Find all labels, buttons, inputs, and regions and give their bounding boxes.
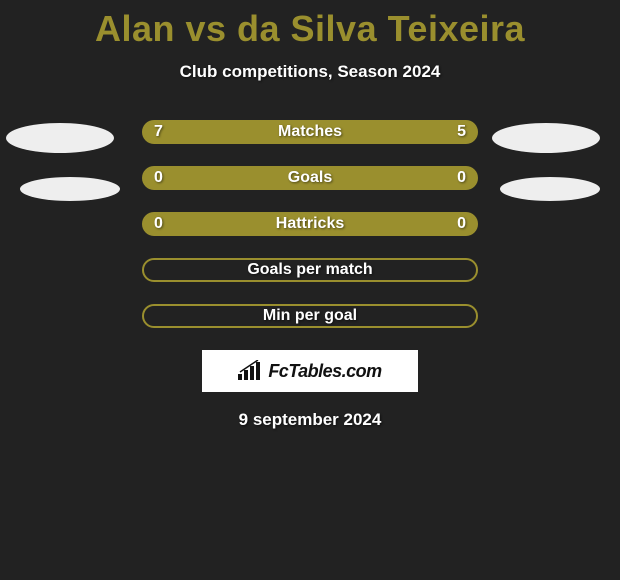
date-text: 9 september 2024 [0,410,620,430]
stat-row-goals-per-match: Goals per match [0,258,620,282]
stat-label: Goals [288,169,332,187]
brand-badge: FcTables.com [202,350,418,392]
stat-row-hattricks: 0 Hattricks 0 [0,212,620,236]
stat-bar: Goals per match [142,258,478,282]
stat-label: Goals per match [247,261,372,279]
page-title: Alan vs da Silva Teixeira [0,0,620,50]
stat-bar: 0 Goals 0 [142,166,478,190]
stat-right-value: 5 [457,123,466,141]
stat-right-value: 0 [457,215,466,233]
stat-right-value: 0 [457,169,466,187]
stat-left-value: 7 [154,123,163,141]
stat-bar: Min per goal [142,304,478,328]
brand-text: FcTables.com [268,361,381,382]
stat-row-matches: 7 Matches 5 [0,120,620,144]
stat-row-goals: 0 Goals 0 [0,166,620,190]
stat-left-value: 0 [154,215,163,233]
bar-chart-icon [238,360,262,382]
stat-row-min-per-goal: Min per goal [0,304,620,328]
stat-bar: 7 Matches 5 [142,120,478,144]
stat-left-value: 0 [154,169,163,187]
stat-bar: 0 Hattricks 0 [142,212,478,236]
stat-label: Min per goal [263,307,357,325]
subtitle: Club competitions, Season 2024 [0,62,620,82]
comparison-chart: 7 Matches 5 0 Goals 0 0 Hattricks 0 Goal… [0,120,620,430]
stat-label: Hattricks [276,215,344,233]
stat-label: Matches [278,123,342,141]
